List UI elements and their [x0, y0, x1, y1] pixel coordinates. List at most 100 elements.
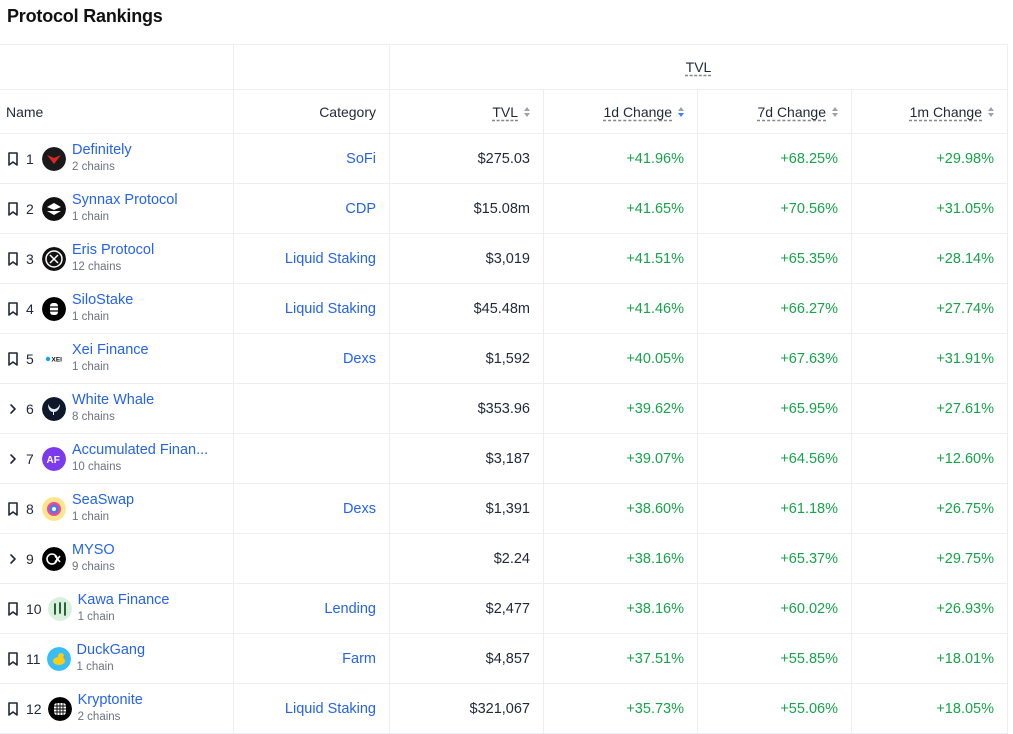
change-1m-value: +26.93%: [936, 600, 994, 617]
change-7d-cell: +70.56%: [698, 184, 852, 233]
protocol-name-link[interactable]: Eris Protocol: [72, 242, 155, 258]
bookmark-icon[interactable]: [6, 351, 20, 366]
tvl-cell: $15.08m: [390, 184, 544, 233]
table-row[interactable]: 3 Eris Protocol 12 chains Liquid Staking $3,…: [0, 234, 1008, 284]
protocol-name-link[interactable]: Synnax Protocol: [72, 192, 178, 208]
bookmark-icon[interactable]: [6, 201, 20, 216]
column-header-tvl[interactable]: TVL: [390, 90, 544, 133]
sort-icon[interactable]: [524, 106, 530, 117]
table-row[interactable]: 8 SeaSwap 1 chain Dexs $1,391 +38.60% +61.18% +…: [0, 484, 1008, 534]
name-cell: 4 SiloStake 1 chain: [0, 284, 234, 333]
protocol-name-box: Accumulated Finan... 10 chains: [72, 441, 208, 476]
sort-icon[interactable]: [832, 106, 838, 117]
rank-number: 2: [26, 200, 34, 217]
protocol-name-box: SiloStake 1 chain: [72, 291, 133, 326]
tvl-cell: $1,391: [390, 484, 544, 533]
white-whale-logo-icon: [42, 396, 66, 421]
category-link[interactable]: Dexs: [342, 500, 376, 517]
bookmark-icon[interactable]: [6, 251, 20, 266]
change-1m-cell: +31.05%: [852, 184, 1008, 233]
protocol-name-box: Kryptonite 2 chains: [78, 691, 143, 726]
column-header-7d-change-label[interactable]: 7d Change: [757, 103, 826, 120]
chevron-right-icon[interactable]: [6, 552, 20, 566]
change-1d-cell: +40.05%: [544, 334, 698, 383]
page-title: Protocol Rankings: [7, 6, 163, 26]
name-cell: 3 Eris Protocol 12 chains: [0, 234, 234, 283]
category-link[interactable]: Lending: [324, 600, 376, 617]
header-spacer-category: [234, 45, 390, 89]
table-row[interactable]: 12 Kryptonite 2 chains Liquid Staking $321,0…: [0, 684, 1008, 734]
protocol-name-link[interactable]: Definitely: [72, 142, 132, 158]
column-header-1m-change[interactable]: 1m Change: [852, 90, 1008, 133]
tvl-value: $3,187: [485, 450, 530, 467]
bookmark-icon[interactable]: [6, 651, 20, 666]
rank-number: 4: [26, 300, 34, 317]
bookmark-icon[interactable]: [6, 501, 20, 516]
tvl-value: $2.24: [493, 550, 530, 567]
category-link[interactable]: CDP: [345, 200, 376, 217]
table-row[interactable]: 2 Synnax Protocol 1 chain CDP $15.08m +41.65%…: [0, 184, 1008, 234]
table-row[interactable]: 1 Definitely 2 chains SoFi $275.03 +41.96% +68…: [0, 134, 1008, 184]
change-1d-value: +38.16%: [626, 600, 684, 617]
table-row[interactable]: 5 XEI Xei Finance 1 chain Dexs $1,592 +40.05% +…: [0, 334, 1008, 384]
protocol-name-link[interactable]: Accumulated Finan...: [72, 442, 209, 458]
chain-count: 1 chain: [72, 311, 110, 323]
rank-number: 11: [26, 650, 41, 667]
change-1d-value: +41.65%: [626, 200, 684, 217]
protocol-name-link[interactable]: MYSO: [72, 542, 115, 558]
change-1d-value: +40.05%: [626, 350, 684, 367]
protocol-name-link[interactable]: White Whale: [72, 392, 155, 408]
category-link[interactable]: Farm: [342, 650, 376, 667]
category-link[interactable]: Liquid Staking: [284, 300, 376, 317]
table-row[interactable]: 9 MYSO 9 chains $2.24 +38.16% +65.37% +29.75%: [0, 534, 1008, 584]
protocol-name-link[interactable]: Kawa Finance: [77, 592, 170, 608]
sort-icon[interactable]: [988, 106, 994, 117]
change-1d-value: +39.62%: [626, 400, 684, 417]
bookmark-icon[interactable]: [6, 701, 20, 716]
category-link[interactable]: Liquid Staking: [284, 250, 376, 267]
sort-descending-icon[interactable]: [678, 106, 684, 117]
accumulated-finance-logo-icon: AF: [42, 446, 66, 471]
protocol-name-link[interactable]: DuckGang: [76, 642, 146, 658]
change-7d-cell: +60.02%: [698, 584, 852, 633]
table-row[interactable]: 4 SiloStake 1 chain Liquid Staking $45.48m +4…: [0, 284, 1008, 334]
change-7d-cell: +66.27%: [698, 284, 852, 333]
change-1d-value: +38.60%: [626, 500, 684, 517]
bookmark-icon[interactable]: [6, 151, 20, 166]
bookmark-icon[interactable]: [6, 301, 20, 316]
protocol-name-link[interactable]: Kryptonite: [77, 692, 143, 708]
tvl-cell: $4,857: [390, 634, 544, 683]
protocol-name-link[interactable]: SiloStake: [72, 292, 134, 308]
column-header-tvl-label[interactable]: TVL: [492, 103, 518, 120]
chevron-right-icon[interactable]: [6, 402, 20, 416]
table-row[interactable]: 11 DuckGang 1 chain Farm $4,857 +37.51% +55.85…: [0, 634, 1008, 684]
seaswap-logo-icon: [42, 496, 66, 521]
category-link[interactable]: SoFi: [346, 150, 376, 167]
change-7d-cell: +67.63%: [698, 334, 852, 383]
change-1d-cell: +41.96%: [544, 134, 698, 183]
column-header-1d-change-label[interactable]: 1d Change: [603, 103, 672, 120]
tvl-value: $2,477: [485, 600, 530, 617]
table-row[interactable]: 7 AF Accumulated Finan... 10 chains $3,187 +3…: [0, 434, 1008, 484]
name-cell: 7 AF Accumulated Finan... 10 chains: [0, 434, 234, 483]
table-row[interactable]: 6 White Whale 8 chains $353.96 +39.62% +65.95…: [0, 384, 1008, 434]
column-header-1m-change-label[interactable]: 1m Change: [909, 103, 982, 120]
protocol-name-link[interactable]: Xei Finance: [72, 342, 149, 358]
bookmark-icon[interactable]: [6, 601, 20, 616]
chevron-right-icon[interactable]: [6, 452, 20, 466]
column-header-name: Name: [0, 90, 234, 133]
chain-count: 8 chains: [72, 411, 115, 423]
change-1m-cell: +31.91%: [852, 334, 1008, 383]
change-1m-cell: +26.75%: [852, 484, 1008, 533]
protocol-name-link[interactable]: SeaSwap: [72, 492, 135, 508]
silostake-logo-icon: [42, 296, 66, 321]
column-header-1d-change[interactable]: 1d Change: [544, 90, 698, 133]
column-header-7d-change[interactable]: 7d Change: [698, 90, 852, 133]
category-link[interactable]: Liquid Staking: [284, 700, 376, 717]
header-spacer-name: [0, 45, 234, 89]
change-7d-value: +60.02%: [780, 600, 838, 617]
table-row[interactable]: 10 Kawa Finance 1 chain Lending $2,477 +38.16…: [0, 584, 1008, 634]
change-7d-value: +68.25%: [780, 150, 838, 167]
category-link[interactable]: Dexs: [342, 350, 376, 367]
change-1m-value: +18.05%: [936, 700, 994, 717]
